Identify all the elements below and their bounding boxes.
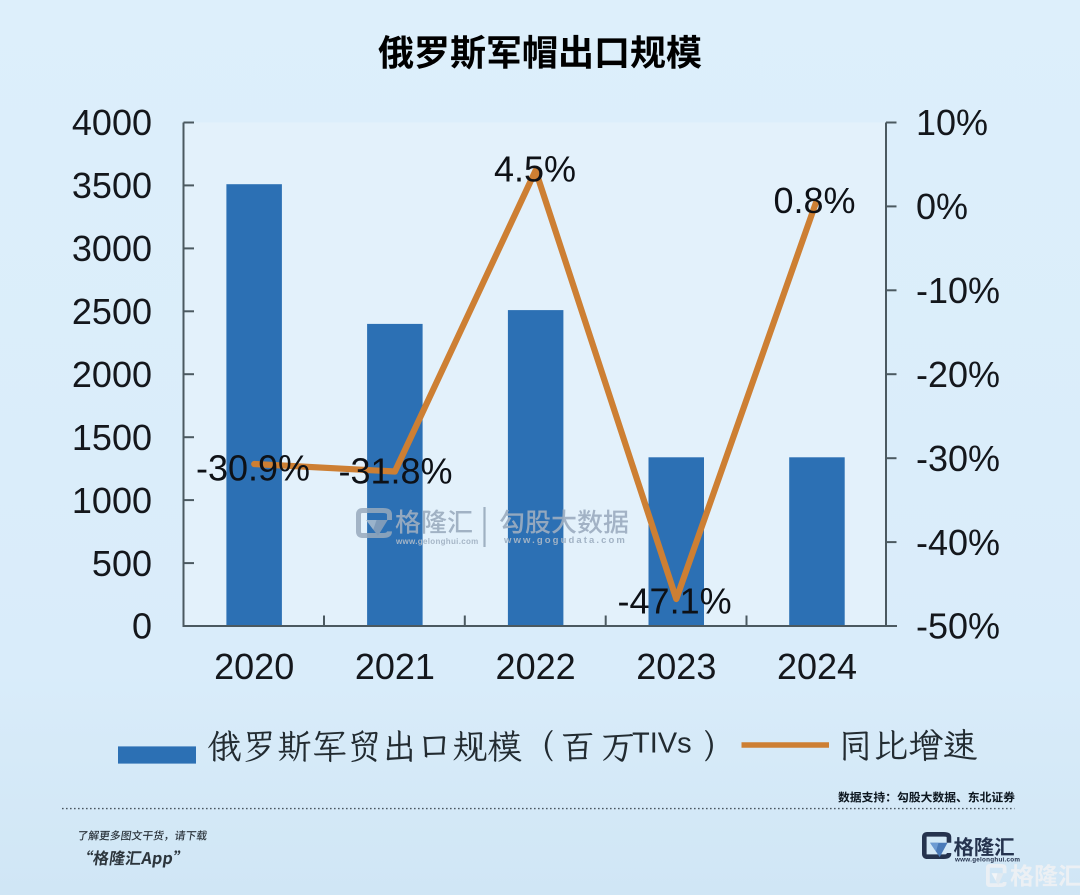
svg-text:-30%: -30%: [916, 438, 1000, 479]
svg-text:2024: 2024: [777, 646, 857, 687]
svg-text:www.gogudata.com: www.gogudata.com: [503, 535, 627, 546]
svg-text:2500: 2500: [72, 291, 152, 332]
svg-text:3500: 3500: [72, 165, 152, 206]
svg-text:1000: 1000: [72, 480, 152, 521]
svg-text:-50%: -50%: [916, 606, 1000, 647]
svg-text:0%: 0%: [916, 186, 968, 227]
svg-text:-20%: -20%: [916, 354, 1000, 395]
svg-text:-31.8%: -31.8%: [338, 451, 452, 492]
svg-text:TIVs: TIVs: [632, 728, 692, 760]
svg-text:2020: 2020: [214, 646, 294, 687]
svg-text:www.gelonghui.com: www.gelonghui.com: [954, 857, 1020, 864]
svg-text:-47.1%: -47.1%: [618, 581, 732, 622]
svg-text:4.5%: 4.5%: [494, 149, 576, 190]
svg-text:-10%: -10%: [916, 270, 1000, 311]
svg-text:10%: 10%: [916, 102, 988, 143]
svg-text:2022: 2022: [496, 646, 576, 687]
svg-text:2023: 2023: [636, 646, 716, 687]
svg-text:0: 0: [132, 606, 152, 647]
svg-text:500: 500: [92, 543, 152, 584]
svg-text:-40%: -40%: [916, 522, 1000, 563]
svg-text:3000: 3000: [72, 228, 152, 269]
svg-text:4000: 4000: [72, 102, 152, 143]
svg-text:1500: 1500: [72, 417, 152, 458]
svg-text:-30.9%: -30.9%: [196, 448, 310, 489]
svg-text:2021: 2021: [355, 646, 435, 687]
svg-text:0.8%: 0.8%: [773, 180, 855, 221]
svg-text:www.gelonghui.com: www.gelonghui.com: [395, 537, 479, 546]
svg-text:2000: 2000: [72, 354, 152, 395]
